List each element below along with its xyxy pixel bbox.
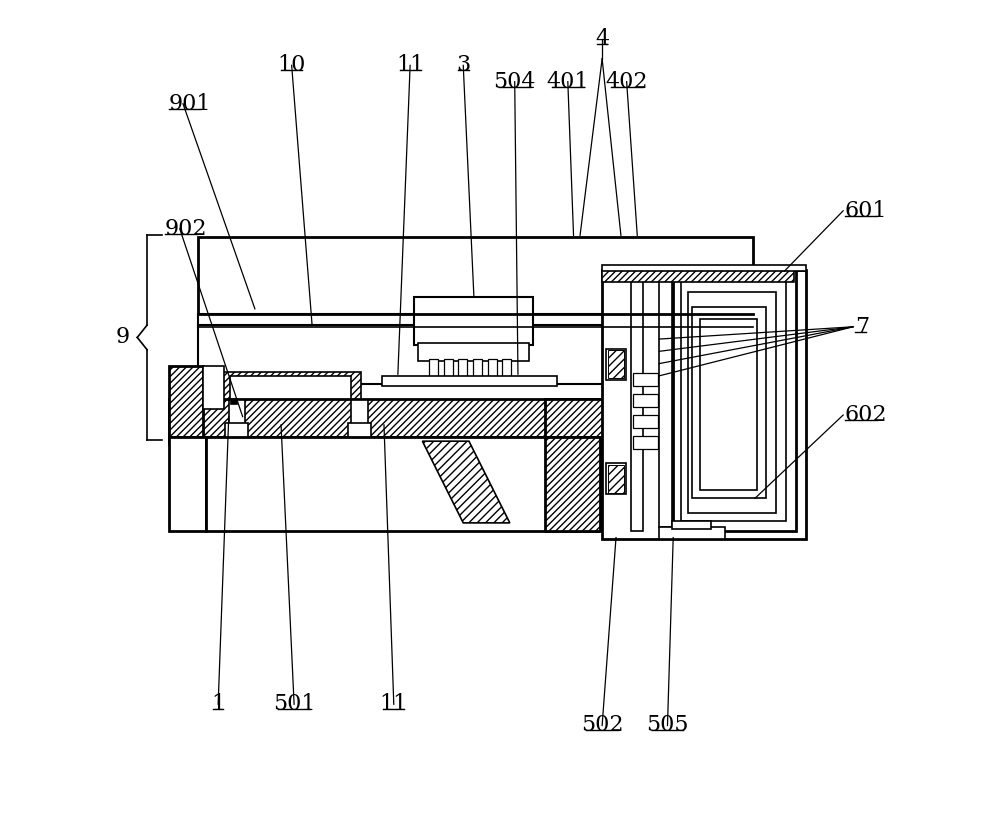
Bar: [198, 314, 753, 327]
Bar: [659, 280, 672, 527]
Bar: [602, 270, 806, 539]
Polygon shape: [422, 441, 510, 523]
Bar: [473, 359, 482, 377]
Bar: [606, 463, 626, 494]
Bar: [222, 372, 361, 406]
Bar: [602, 270, 794, 282]
Text: 901: 901: [169, 93, 212, 114]
Bar: [631, 276, 643, 531]
Bar: [414, 297, 533, 345]
Bar: [198, 325, 696, 384]
Bar: [230, 398, 237, 404]
Bar: [230, 376, 351, 402]
Bar: [169, 366, 203, 440]
Bar: [229, 400, 245, 425]
Text: 9: 9: [115, 327, 130, 348]
Bar: [444, 359, 453, 377]
Bar: [206, 437, 598, 531]
Text: 401: 401: [547, 71, 589, 92]
Bar: [659, 527, 725, 539]
Text: 504: 504: [493, 71, 536, 92]
Bar: [348, 423, 371, 440]
Text: 11: 11: [396, 55, 424, 76]
Text: 501: 501: [273, 694, 315, 715]
Bar: [688, 292, 776, 513]
Bar: [673, 270, 796, 531]
Bar: [429, 359, 438, 377]
Bar: [382, 376, 557, 386]
Bar: [602, 265, 806, 271]
Bar: [545, 437, 600, 531]
Text: 601: 601: [845, 200, 887, 221]
Bar: [633, 373, 658, 386]
Bar: [545, 399, 680, 440]
Bar: [351, 400, 368, 425]
Bar: [608, 350, 624, 378]
Text: 11: 11: [380, 694, 408, 715]
Text: 502: 502: [581, 715, 623, 736]
Bar: [225, 423, 248, 440]
Bar: [667, 326, 753, 369]
Bar: [169, 437, 680, 445]
Bar: [418, 343, 529, 361]
Text: 602: 602: [845, 404, 887, 426]
Text: 7: 7: [855, 316, 870, 337]
Text: 4: 4: [595, 29, 609, 50]
Text: 1: 1: [211, 694, 225, 715]
Bar: [458, 359, 467, 377]
Text: 402: 402: [605, 71, 648, 92]
Bar: [502, 359, 511, 377]
Bar: [672, 521, 711, 529]
Bar: [488, 359, 497, 377]
Text: 3: 3: [456, 55, 470, 76]
Bar: [169, 437, 206, 531]
Bar: [692, 307, 766, 498]
Bar: [203, 366, 224, 408]
Bar: [633, 436, 658, 449]
Text: 902: 902: [165, 218, 208, 239]
Text: 10: 10: [277, 55, 306, 76]
Bar: [169, 399, 680, 440]
Bar: [606, 349, 626, 380]
Text: 505: 505: [646, 715, 689, 736]
Bar: [633, 394, 658, 407]
Bar: [633, 415, 658, 428]
Bar: [681, 280, 786, 521]
Bar: [198, 237, 753, 315]
Bar: [700, 319, 757, 490]
Bar: [608, 465, 624, 493]
